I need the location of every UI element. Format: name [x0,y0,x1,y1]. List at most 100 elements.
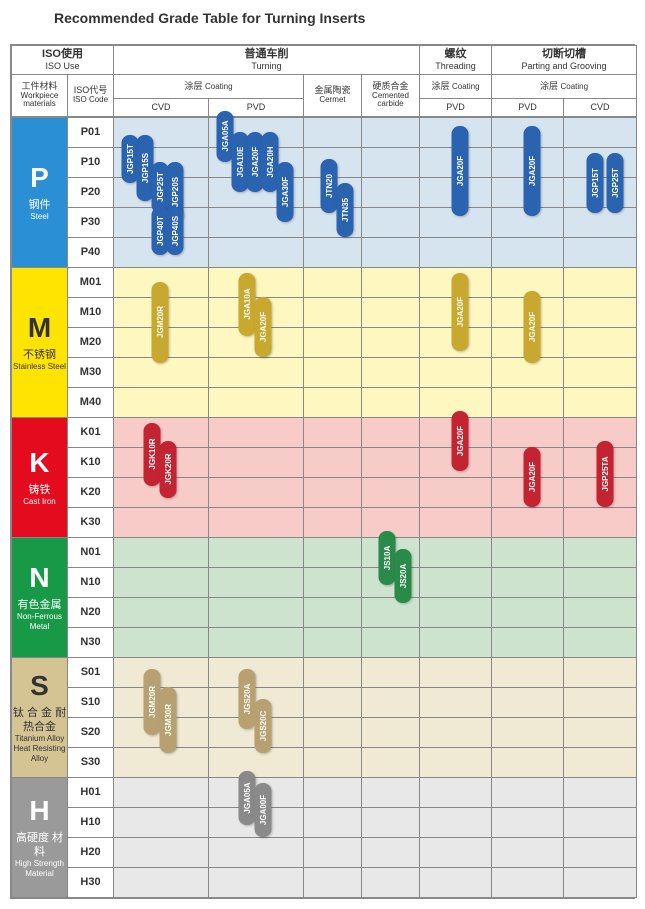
data-cell [420,777,492,807]
iso-code-cell: M10 [68,297,114,327]
grade-capsule: JGA10A [239,273,256,336]
data-cell [362,627,420,657]
iso-code-cell: N10 [68,567,114,597]
data-cell [420,717,492,747]
data-cell [304,717,362,747]
data-cell [114,837,209,867]
data-cell [114,747,209,777]
data-cell [564,117,637,147]
data-cell [564,837,637,867]
data-cell [362,327,420,357]
data-cell [209,657,304,687]
data-cell [564,597,637,627]
data-cell [362,687,420,717]
iso-code-cell: P01 [68,117,114,147]
grade-capsule: JGP25TA [597,441,614,507]
data-cell [209,477,304,507]
hdr-parting: 切断切槽 Parting and Grooving [492,46,637,75]
category-S: S钛 合 金 耐热合金Titanium Alloy Heat Resisting… [12,657,68,777]
iso-code-cell: S30 [68,747,114,777]
data-cell [304,267,362,297]
data-cell [362,267,420,297]
data-cell [362,777,420,807]
data-cell [114,657,209,687]
data-cell [362,717,420,747]
data-cell [492,237,564,267]
data-cell [209,837,304,867]
data-cell [420,837,492,867]
data-cell [564,567,637,597]
data-cell [114,777,209,807]
data-cell [492,687,564,717]
grade-capsule: JGM20R [152,282,169,363]
iso-code-cell: P30 [68,207,114,237]
iso-code-cell: K20 [68,477,114,507]
iso-code-cell: M30 [68,357,114,387]
grade-capsule: JGA20F [452,411,469,471]
data-cell [304,237,362,267]
iso-code-cell: H30 [68,867,114,897]
grade-capsule: JGP40S [167,207,184,255]
grade-capsule: JGA30F [277,162,294,222]
data-cell [492,537,564,567]
grade-capsule: JGP15T [587,153,604,213]
iso-code-cell: P20 [68,177,114,207]
data-cell [209,387,304,417]
grade-capsule: JGS20A [239,669,256,729]
data-cell [564,627,637,657]
data-cell [564,777,637,807]
data-cell [362,597,420,627]
data-cell [304,837,362,867]
data-cell [209,537,304,567]
data-cell [420,477,492,507]
hdr-turn-cvd: CVD [114,98,209,116]
grade-capsule: JGA20F [255,297,272,357]
data-cell [564,207,637,237]
grade-capsule: JGK20R [160,441,177,498]
hdr-pg-coating: 涂层 Coating [492,74,637,98]
category-H: H高硬度 材 料High Strength Material [12,777,68,897]
data-cell [564,267,637,297]
grade-capsule: JGM30R [160,687,177,753]
data-cell [209,747,304,777]
data-cell [304,627,362,657]
data-cell [304,477,362,507]
data-cell [304,537,362,567]
data-cell [304,657,362,687]
grade-capsule: JGP25T [607,153,624,213]
iso-code-cell: K01 [68,417,114,447]
data-cell [304,687,362,717]
data-cell [420,867,492,897]
iso-code-cell: N30 [68,627,114,657]
data-cell [114,537,209,567]
data-cell [114,507,209,537]
grade-capsule: JTN20 [321,159,338,213]
data-cell [304,357,362,387]
data-cell [304,807,362,837]
data-cell [420,567,492,597]
hdr-iso-code: ISO代号 ISO Code [68,74,114,116]
category-N: N有色金属Non-Ferrous Metal [12,537,68,657]
iso-code-cell: H10 [68,807,114,837]
grade-capsule: JGA00F [255,783,272,837]
data-cell [564,717,637,747]
data-cell [492,627,564,657]
data-cell [564,657,637,687]
grade-capsule: JS10A [379,531,396,585]
data-cell [304,117,362,147]
hdr-pg-pvd: PVD [492,98,564,116]
iso-code-cell: K10 [68,447,114,477]
data-cell [492,837,564,867]
data-cell [420,357,492,387]
data-cell [114,627,209,657]
iso-code-cell: M01 [68,267,114,297]
hdr-pg-cvd: CVD [564,98,637,116]
data-cell [114,597,209,627]
data-cell [304,507,362,537]
data-cell [492,387,564,417]
data-cell [564,357,637,387]
data-cell [564,687,637,717]
data-cell [304,567,362,597]
iso-code-cell: M20 [68,327,114,357]
data-cell [420,627,492,657]
